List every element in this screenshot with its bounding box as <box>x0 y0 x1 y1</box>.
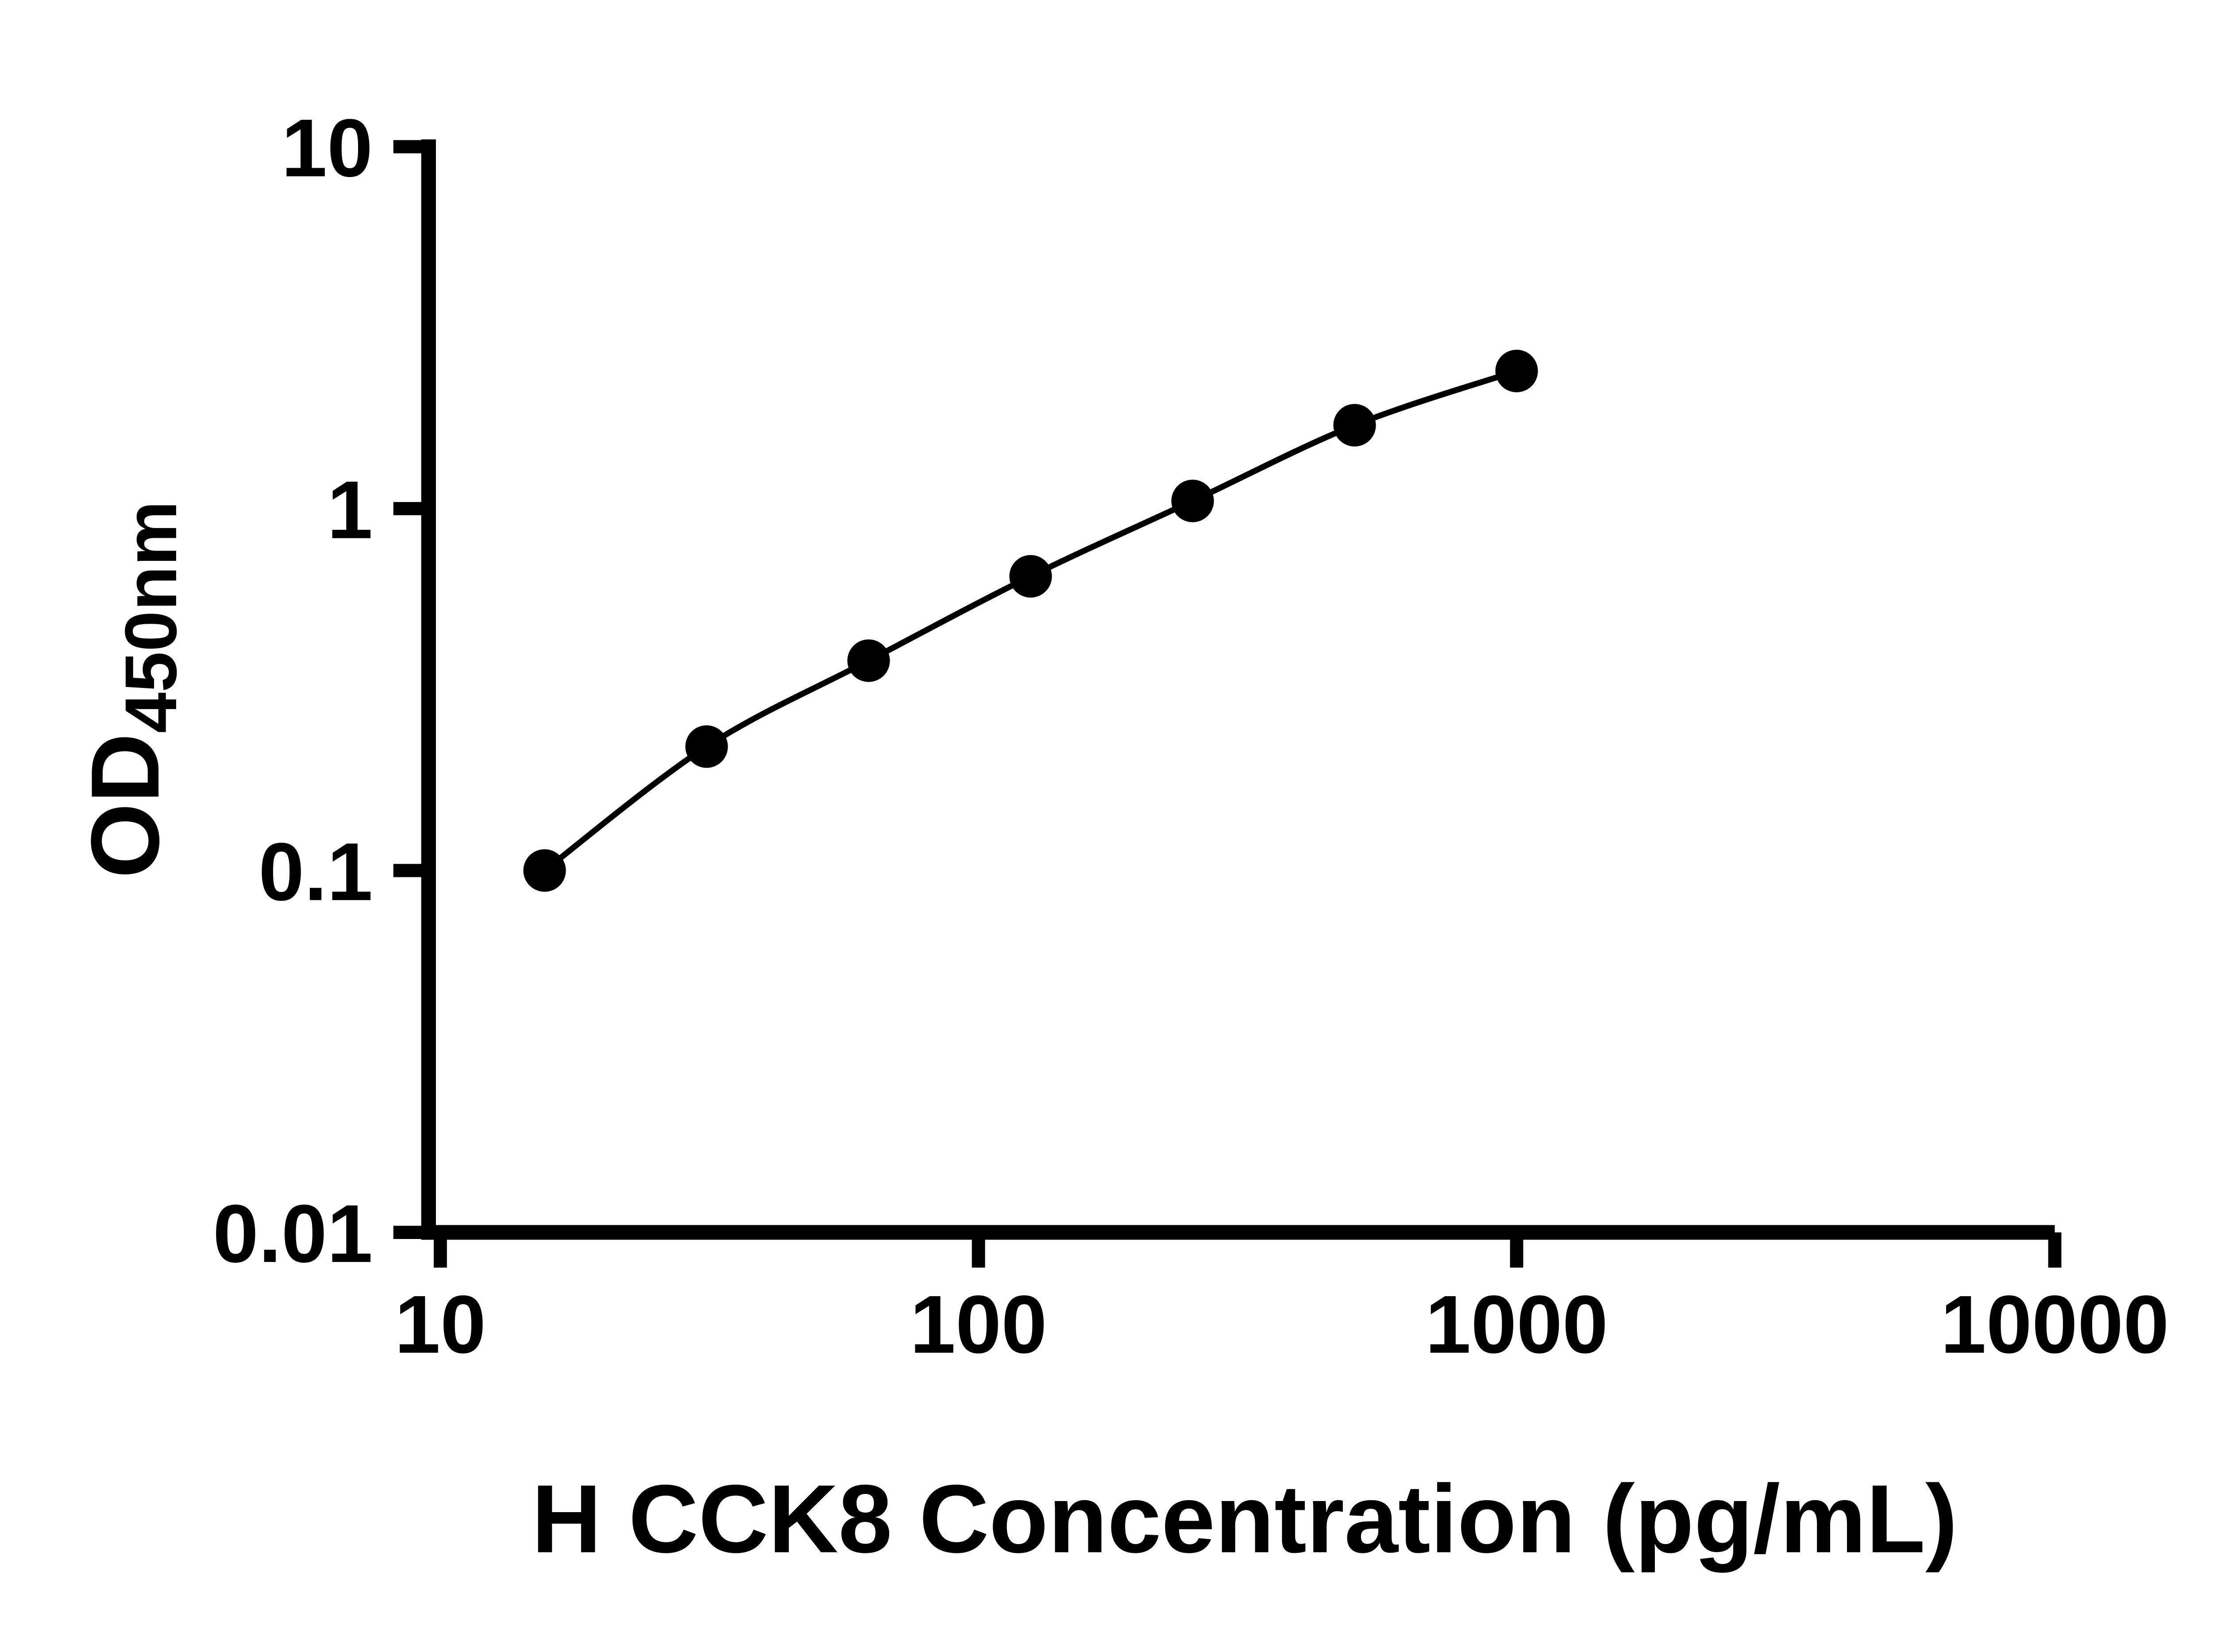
fit-curve <box>543 368 1518 873</box>
y-tick-label: 0.1 <box>258 826 373 918</box>
y-axis-title: OD450nm <box>71 501 192 878</box>
data-point <box>1495 350 1538 393</box>
y-tick-label: 0.01 <box>213 1188 373 1280</box>
x-tick-label: 1000 <box>1425 1279 1608 1370</box>
plot-layer: 10 100 1000 10000 10 1 0.1 0.01 <box>213 102 2169 1370</box>
x-tick-label: 10000 <box>1940 1279 2169 1370</box>
data-point <box>1171 479 1214 522</box>
data-point <box>1333 404 1376 447</box>
x-tick-label: 10 <box>395 1279 486 1370</box>
data-point <box>1009 555 1052 598</box>
y-axis-title-sub: 450nm <box>110 501 192 733</box>
data-point <box>523 849 566 892</box>
data-point <box>685 725 728 768</box>
y-tick-label: 1 <box>327 464 373 556</box>
y-tick-label: 10 <box>281 102 373 194</box>
y-axis-title-main: OD <box>71 733 179 878</box>
x-axis-title: H CCK8 Concentration (pg/mL) <box>532 1465 1958 1573</box>
data-point <box>847 639 890 682</box>
x-tick-label: 100 <box>910 1279 1047 1370</box>
